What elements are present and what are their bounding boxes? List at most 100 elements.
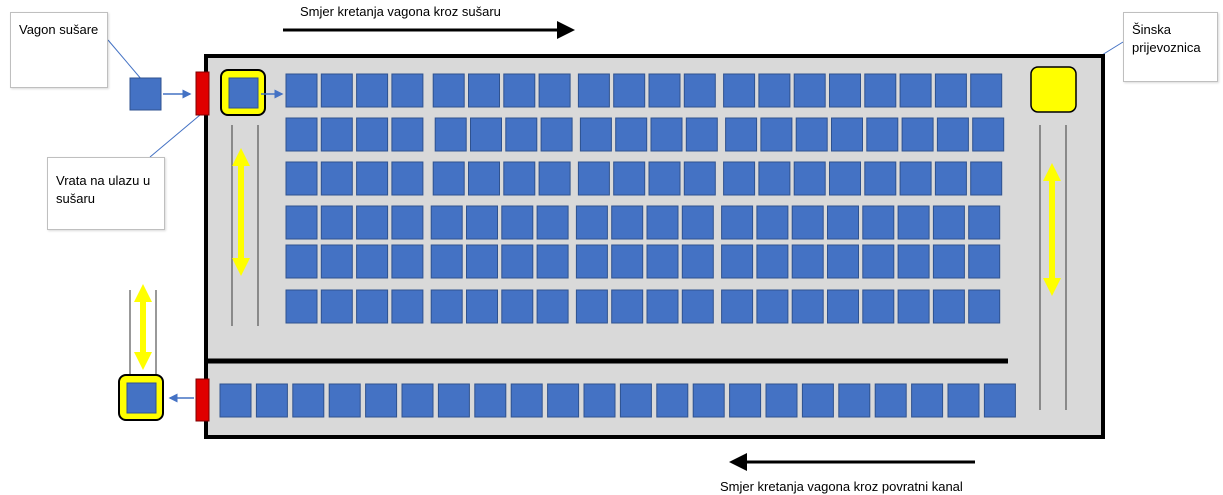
wagon	[583, 383, 616, 418]
yellow-arrows	[134, 148, 1061, 370]
door	[195, 71, 210, 116]
wagon	[432, 73, 465, 108]
wagon	[983, 383, 1016, 418]
wagon	[503, 73, 536, 108]
wagon	[575, 205, 608, 240]
wagon	[470, 117, 502, 152]
wagon	[356, 117, 389, 152]
wagon	[356, 205, 389, 240]
direction-label: Smjer kretanja vagona kroz sušaru	[300, 4, 501, 19]
wagon	[228, 77, 259, 109]
wagon	[791, 244, 824, 279]
wagon	[401, 383, 434, 418]
wagon	[611, 244, 644, 279]
wagon	[765, 383, 798, 418]
wagon	[466, 205, 498, 240]
wagon	[536, 244, 569, 279]
wagon	[972, 117, 1005, 152]
wagon	[501, 289, 534, 324]
wagon	[650, 117, 683, 152]
wagon	[320, 161, 353, 196]
wagon	[501, 244, 534, 279]
wagon	[577, 73, 610, 108]
wagon	[791, 289, 824, 324]
wagon	[934, 161, 967, 196]
wagon	[611, 289, 644, 324]
wagon	[575, 289, 608, 324]
wagon	[432, 161, 465, 196]
wagon	[683, 161, 716, 196]
wagon	[756, 289, 789, 324]
wagon	[874, 383, 907, 418]
wagon	[540, 117, 573, 152]
wagon	[723, 73, 756, 108]
wagon	[575, 244, 608, 279]
wagon	[827, 244, 859, 279]
transporter	[1030, 66, 1077, 113]
wagon	[328, 383, 361, 418]
wagon	[932, 289, 965, 324]
wagon	[391, 117, 424, 152]
wagon	[899, 161, 932, 196]
wagon	[897, 244, 930, 279]
wagon	[365, 383, 398, 418]
wagon	[970, 161, 1003, 196]
wagon	[721, 289, 754, 324]
wagon	[683, 73, 716, 108]
wagon	[829, 73, 861, 108]
wagon	[219, 383, 252, 418]
wagon	[430, 244, 463, 279]
wagon	[897, 289, 930, 324]
wagon	[356, 161, 389, 196]
wagon	[897, 205, 930, 240]
wagon	[932, 205, 965, 240]
wagon	[285, 289, 318, 324]
wagon	[936, 117, 969, 152]
wagon	[932, 244, 965, 279]
wagon	[862, 205, 895, 240]
wagon	[434, 117, 467, 152]
wagon	[864, 73, 897, 108]
wagon	[827, 205, 859, 240]
wagon	[827, 289, 859, 324]
wagon	[613, 73, 646, 108]
wagon	[866, 117, 899, 152]
wagon	[356, 289, 389, 324]
wagon	[862, 289, 895, 324]
wagon	[391, 289, 424, 324]
wagon	[681, 244, 714, 279]
wagon	[619, 383, 652, 418]
wagon	[758, 161, 791, 196]
wagon	[285, 117, 318, 152]
wagon	[285, 73, 318, 108]
wagon	[538, 161, 571, 196]
wagon	[911, 383, 944, 418]
wagon	[801, 383, 834, 418]
wagon	[970, 73, 1003, 108]
wagon	[391, 244, 424, 279]
wagons	[219, 73, 1016, 418]
wagon	[729, 383, 762, 418]
wagon	[356, 244, 389, 279]
wagon	[901, 117, 934, 152]
wagon	[320, 73, 353, 108]
wagon	[285, 205, 318, 240]
wagon	[756, 244, 789, 279]
wagon	[758, 73, 791, 108]
wagon	[391, 161, 424, 196]
wagon	[320, 289, 353, 324]
wagon	[579, 117, 612, 152]
wagon	[292, 383, 325, 418]
wagon	[723, 161, 756, 196]
callout-line	[107, 39, 143, 81]
wagon	[466, 289, 498, 324]
wagon	[656, 383, 689, 418]
wagon	[510, 383, 543, 418]
wagon	[129, 77, 162, 111]
wagon	[391, 205, 424, 240]
wagon	[391, 73, 424, 108]
wagon	[356, 73, 389, 108]
